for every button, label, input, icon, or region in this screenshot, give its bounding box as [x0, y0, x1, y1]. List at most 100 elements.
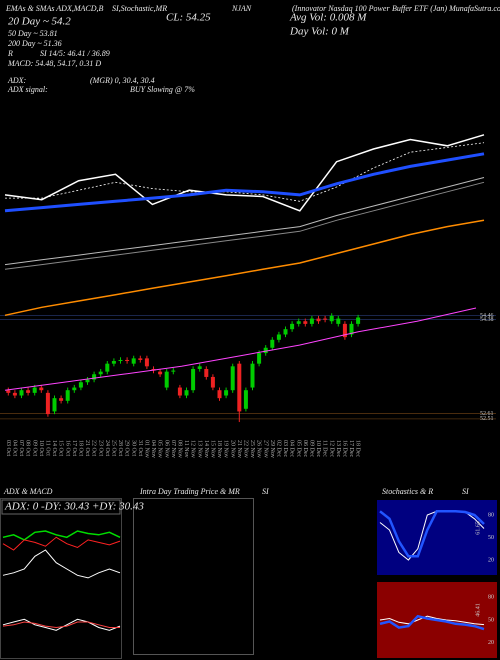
day-volume: Day Vol: 0 M — [289, 26, 350, 38]
x-tick-label: 09 Dec — [309, 440, 315, 457]
x-tick-label: 21 Oct — [84, 440, 90, 456]
x-tick-label: 15 Nov — [210, 440, 216, 458]
x-tick-label: 28 Oct — [117, 440, 123, 456]
panel-title: ADX & MACD — [3, 487, 53, 496]
candle-body — [52, 398, 57, 412]
x-tick-label: 14 Oct — [51, 440, 57, 456]
x-tick-label: 07 Nov — [170, 440, 176, 458]
x-tick-label: 11 Nov — [183, 440, 189, 458]
candle-body — [12, 392, 17, 396]
annotation-box — [1, 499, 121, 515]
candle-body — [309, 318, 314, 324]
candle-body — [158, 371, 163, 375]
header-text: (Innovator Nasdaq 100 Power — [292, 4, 390, 13]
info: BUY Slowing @ 7% — [130, 85, 195, 94]
candle-body — [138, 358, 143, 360]
candle-body — [204, 368, 209, 377]
x-tick-label: 22 Oct — [91, 440, 97, 456]
x-tick-label: 26 Nov — [256, 440, 262, 458]
x-tick-label: 20 Nov — [229, 440, 235, 458]
y-tick-label: 20 — [488, 640, 494, 646]
info: MACD: 54.48, 54.17, 0.31 D — [7, 59, 101, 68]
x-tick-label: 08 Oct — [25, 440, 31, 456]
candle-body — [85, 379, 90, 383]
indicator-line — [5, 142, 485, 202]
indicator-line — [4, 152, 485, 213]
x-tick-label: 12 Dec — [328, 440, 334, 457]
x-tick-label: 03 Oct — [5, 440, 11, 456]
header-text: SI,Stochastic,MR — [112, 4, 167, 13]
header-text: EMAs & SMAs ADX,MACD,B — [5, 4, 104, 13]
candle-body — [290, 323, 295, 330]
candle-body — [323, 318, 328, 320]
x-tick-label: 18 Nov — [216, 440, 222, 458]
indicator-line — [379, 510, 485, 558]
y-tick-label: 80 — [488, 512, 494, 518]
info: SI 14/5: 46.41 / 36.89 — [40, 49, 110, 58]
info: ADX signal: — [7, 85, 48, 94]
x-tick-label: 29 Nov — [269, 440, 275, 458]
x-tick-label: 14 Nov — [203, 440, 209, 458]
candle-body — [39, 387, 44, 391]
candle-body — [283, 329, 288, 335]
x-tick-label: 27 Nov — [262, 440, 268, 458]
candle-body — [270, 339, 275, 348]
y-tick-label: 52.61 — [480, 411, 494, 417]
x-tick-label: 19 Nov — [223, 440, 229, 458]
indicator-line — [4, 219, 485, 317]
x-tick-label: 04 Dec — [289, 440, 295, 457]
candle-body — [230, 366, 235, 391]
x-tick-label: 29 Oct — [124, 440, 130, 456]
x-tick-label: 06 Nov — [163, 440, 169, 458]
header-text: NJAN — [231, 4, 252, 13]
candle-body — [263, 347, 268, 354]
panel-title: SI — [262, 487, 269, 496]
indicator-line — [2, 549, 121, 579]
panel-title: Intra Day Trading Price & MR — [139, 487, 240, 496]
annotation: 61.65 — [475, 521, 481, 535]
candle-body — [356, 317, 361, 324]
candle-body — [237, 363, 242, 412]
candle-body — [316, 318, 321, 322]
x-tick-label: 02 Dec — [276, 440, 282, 457]
x-tick-label: 03 Dec — [282, 440, 288, 457]
candle-body — [98, 371, 103, 375]
avg-volume: Avg Vol: 0.008 M — [289, 12, 367, 24]
indicator-line — [4, 134, 485, 212]
x-tick-label: 05 Dec — [295, 440, 301, 457]
y-tick-label: 20 — [488, 557, 494, 563]
candle-body — [184, 390, 189, 396]
annotation: 46.41 — [475, 603, 481, 617]
x-tick-label: 25 Oct — [111, 440, 117, 456]
x-tick-label: 12 Nov — [190, 440, 196, 458]
candle-body — [92, 374, 97, 380]
panel-title: SI — [462, 487, 469, 496]
candle-body — [342, 323, 347, 338]
y-tick-label: 54.46 — [480, 313, 494, 319]
candle-body — [164, 371, 169, 388]
x-tick-label: 01 Nov — [144, 440, 150, 458]
info: 200 Day ~ 51.36 — [8, 39, 62, 48]
candle-body — [144, 358, 149, 367]
y-tick-label: 80 — [488, 595, 494, 601]
x-tick-label: 05 Nov — [157, 440, 163, 458]
x-tick-label: 04 Nov — [150, 440, 156, 458]
x-tick-label: 11 Dec — [322, 440, 328, 457]
candle-body — [111, 361, 116, 364]
indicator-line — [2, 621, 120, 629]
info: 20 Day ~ 54.2 — [8, 16, 71, 28]
candle-body — [329, 315, 334, 322]
candle-body — [257, 353, 262, 364]
header-text: Buffer ETF (Jan) MunafaSutra.com — [392, 4, 500, 13]
indicator-line — [2, 618, 121, 631]
candle-body — [250, 363, 255, 388]
x-tick-label: 16 Oct — [64, 440, 70, 456]
annotation: ADX: 0 -DY: 30.43 +DY: 30.43 — [4, 501, 144, 513]
x-tick-label: 25 Nov — [249, 440, 255, 458]
x-tick-label: 16 Dec — [342, 440, 348, 457]
indicator-line — [2, 530, 121, 541]
candle-body — [224, 390, 229, 396]
x-tick-label: 09 Oct — [31, 440, 37, 456]
x-tick-label: 24 Oct — [104, 440, 110, 456]
